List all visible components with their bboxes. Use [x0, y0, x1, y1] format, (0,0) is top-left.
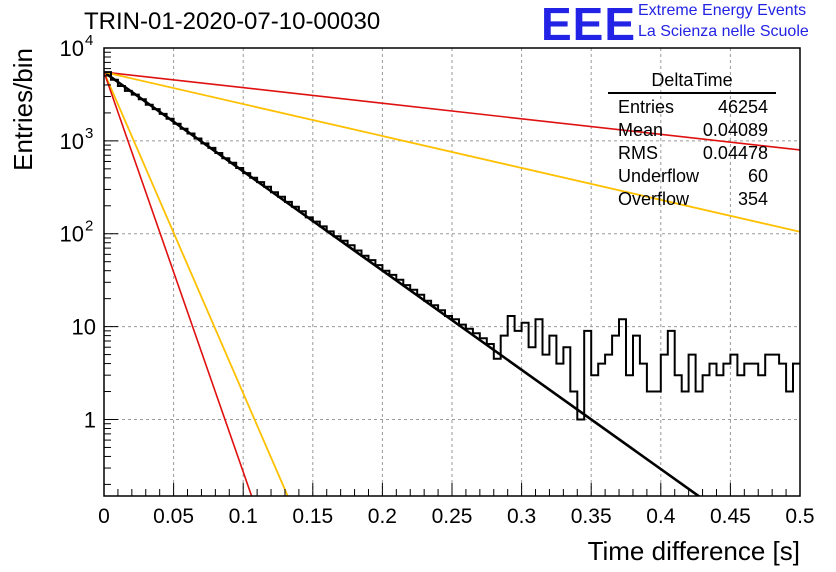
fit-line — [104, 71, 289, 496]
stats-value: 46254 — [717, 97, 768, 117]
x-tick-label: 0.35 — [571, 505, 612, 528]
x-tick-label: 0.25 — [432, 505, 473, 528]
y-tick-label: 1 — [84, 407, 96, 432]
stats-row-overflow: Overflow 354 — [608, 188, 776, 211]
stats-box-title: DeltaTime — [608, 70, 776, 94]
x-tick-label: 0.15 — [292, 505, 333, 528]
fit-line — [104, 71, 253, 496]
stats-box: DeltaTime Entries 46254 Mean 0.04089 RMS… — [608, 70, 776, 211]
fit-line — [104, 71, 800, 151]
stats-label: Entries — [618, 97, 675, 117]
y-axis-label: Entries/bin — [8, 48, 38, 171]
y-tick-exponent: 3 — [85, 125, 93, 142]
stats-row-rms: RMS 0.04478 — [608, 142, 776, 165]
fit-line — [104, 71, 800, 233]
eee-logo-line-1: Extreme Energy Events — [638, 2, 807, 19]
stats-value: 0.04089 — [702, 120, 768, 140]
eee-logo-line-2: La Scienza nelle Scuole — [638, 23, 809, 40]
x-tick-label: 0.4 — [646, 505, 676, 528]
stats-value: 0.04478 — [702, 143, 768, 163]
y-tick-exponent: 2 — [85, 218, 93, 235]
y-tick-label: 10 — [72, 315, 96, 340]
x-tick-label: 0.3 — [507, 505, 536, 528]
y-tick-label: 10 — [60, 36, 84, 61]
x-tick-label: 0 — [98, 505, 110, 528]
stats-label: Mean — [618, 120, 664, 140]
x-tick-label: 0.2 — [368, 505, 397, 528]
x-tick-label: 0.1 — [229, 505, 258, 528]
stats-value: 354 — [737, 189, 768, 209]
y-tick-label: 10 — [60, 129, 84, 154]
chart-title: TRIN-01-2020-07-10-00030 — [84, 8, 381, 35]
x-tick-label: 0.5 — [785, 505, 814, 528]
y-tick-label: 10 — [60, 222, 84, 247]
histogram-series — [104, 71, 800, 421]
stats-row-mean: Mean 0.04089 — [608, 119, 776, 142]
x-tick-label: 0.45 — [710, 505, 751, 528]
stats-label: RMS — [618, 143, 658, 163]
stats-row-underflow: Underflow 60 — [608, 165, 776, 188]
stats-value: 60 — [747, 166, 768, 186]
eee-logo: EEE — [541, 0, 637, 50]
stats-label: Overflow — [618, 189, 690, 209]
stats-row-entries: Entries 46254 — [608, 96, 776, 119]
stats-label: Underflow — [618, 166, 700, 186]
x-axis-label: Time difference [s] — [588, 536, 800, 566]
y-tick-exponent: 4 — [85, 32, 93, 49]
x-tick-label: 0.05 — [153, 505, 194, 528]
